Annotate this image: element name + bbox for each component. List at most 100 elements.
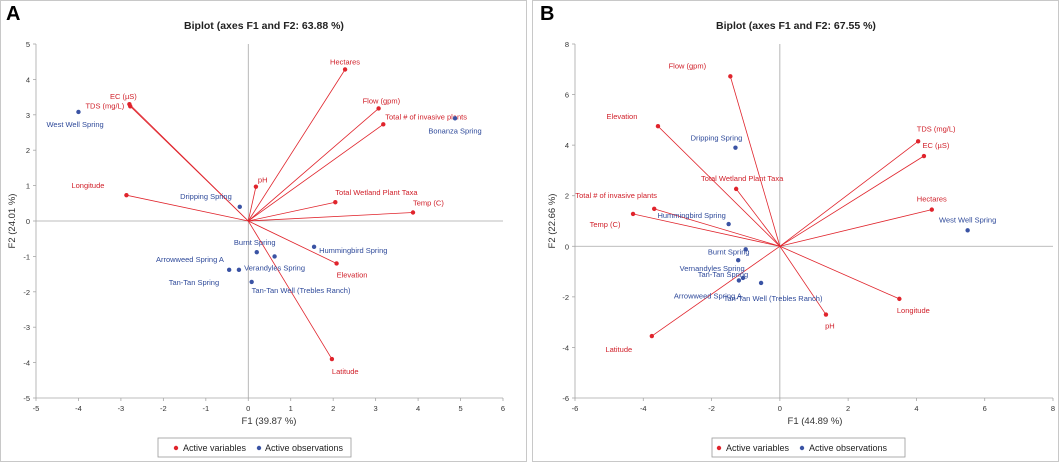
x-tick-label: -2 [708, 404, 715, 413]
variable-point [655, 123, 661, 129]
observation-point [965, 228, 970, 233]
variable-point [929, 207, 934, 212]
observation-point [249, 279, 254, 285]
observation-point [254, 249, 259, 255]
panel-a-plot: -5 -4 -3 -2 -1 0 1 2 3 4 5 6 -5 -4 -3 -2 -1 0 1 2 3 4 5 Hectare… [23, 40, 505, 413]
y-tick-label: 1 [26, 182, 30, 191]
observation-point [733, 145, 738, 150]
variable-vector [735, 188, 781, 247]
y-tick-label: -6 [562, 394, 569, 403]
variable-vector [129, 106, 249, 222]
observation-label: Bonanza Spring [428, 126, 481, 135]
variable-vector [248, 201, 336, 222]
variable-vector [247, 220, 333, 360]
observation-label: West Well Spring [46, 120, 103, 129]
panel-a-title: Biplot (axes F1 and F2: 63.88 %) [184, 20, 344, 32]
variable-vector [248, 124, 384, 222]
variable-label: pH [825, 322, 835, 331]
observation-label: Dripping Spring [691, 134, 743, 143]
variable-vector [247, 186, 257, 222]
observation-point [311, 244, 317, 250]
x-tick-label: -4 [75, 404, 82, 413]
variable-point [381, 122, 386, 127]
variable-point [124, 192, 129, 198]
observation-point [237, 204, 242, 210]
observation-label: Tan-Tan Well (Trebles Ranch) [724, 294, 823, 303]
variable-vector [729, 76, 781, 247]
variable-vector [632, 213, 780, 247]
variable-label: Total Wetland Plant Taxa [701, 174, 784, 183]
legend-observation-marker [256, 445, 262, 451]
x-tick-label: 6 [983, 404, 987, 413]
observation-label: Arrowweed Spring A [156, 255, 224, 264]
variable-vector [126, 194, 249, 222]
x-tick-label: 0 [246, 404, 250, 413]
variable-label: TDS (mg/L) [917, 124, 956, 133]
y-tick-label: 4 [26, 75, 30, 84]
observation-label: Vernandyles Spring [680, 264, 745, 273]
panel-b-title: Biplot (axes F1 and F2: 67.55 %) [716, 20, 876, 32]
observation-label: Tan-Tan Spring [698, 270, 748, 279]
variable-point [376, 106, 381, 111]
variable-label: Temp (C) [590, 220, 621, 229]
y-tick-label: -5 [23, 394, 30, 403]
variable-point [921, 153, 927, 159]
variable-point [128, 104, 133, 109]
panel-a-label: A [6, 3, 20, 25]
variable-label: EC (µS) [110, 92, 137, 101]
observation-point [736, 257, 741, 263]
x-tick-label: 5 [458, 404, 462, 413]
observation-point [736, 278, 742, 283]
x-tick-label: 2 [846, 404, 850, 413]
observation-point [76, 109, 81, 115]
panel-b-xlabel: F1 (44.89 %) [788, 416, 843, 427]
observation-label: Burnt Spring [234, 238, 276, 247]
variable-vector [248, 220, 337, 264]
panel-a-frame [0, 0, 527, 462]
observation-label: Arrowweed Spring A [674, 291, 742, 300]
variable-label: Total # of invasive plants [385, 112, 467, 121]
variable-label: Elevation [337, 270, 368, 279]
observation-label: Hummingbird Spring [319, 246, 387, 255]
panel-a-legend: Active variables Active observations [157, 437, 352, 458]
y-tick-label: -4 [23, 359, 30, 368]
x-tick-label: 0 [778, 404, 782, 413]
variable-point [652, 206, 657, 212]
x-tick-label: 2 [331, 404, 335, 413]
y-tick-label: 4 [565, 141, 569, 150]
variable-label: Longitude [71, 181, 104, 190]
observation-point [743, 247, 748, 252]
y-tick-label: -3 [23, 323, 30, 332]
panel-b-plot: -6 -4 -2 0 2 4 6 8 -6 -4 -2 0 2 4 6 8 Flow (gpm) Elevatio… [562, 40, 1055, 413]
y-tick-label: -1 [23, 252, 30, 261]
variable-point [915, 139, 921, 144]
variable-point [630, 211, 636, 217]
variable-label: Flow (gpm) [363, 96, 401, 105]
variable-point [342, 67, 348, 72]
legend-variable-marker [716, 445, 722, 451]
x-tick-label: 3 [374, 404, 378, 413]
variable-label: pH [258, 176, 268, 185]
observation-point [726, 221, 731, 227]
observation-point [226, 267, 232, 273]
observation-label: Dripping Spring [180, 192, 232, 201]
variable-point [329, 356, 335, 362]
variable-point [334, 261, 339, 266]
observation-point [236, 267, 242, 273]
variable-point [649, 333, 655, 339]
legend-observations-label: Active observations [809, 443, 888, 453]
observation-label: West Well Spring [939, 215, 996, 224]
x-tick-label: 4 [416, 404, 420, 413]
legend-box [711, 437, 906, 458]
observation-label: Hummingbird Spring [657, 211, 725, 220]
variable-point [733, 186, 739, 192]
observation-label: Verandyles Spring [244, 263, 305, 272]
x-tick-label: -6 [572, 404, 579, 413]
x-tick-label: 6 [501, 404, 505, 413]
variable-vector [651, 245, 781, 337]
variable-label: EC (µS) [923, 141, 950, 150]
variable-vector [779, 209, 932, 247]
variable-vector [654, 208, 780, 247]
y-tick-label: 2 [26, 146, 30, 155]
variable-point [897, 296, 902, 302]
